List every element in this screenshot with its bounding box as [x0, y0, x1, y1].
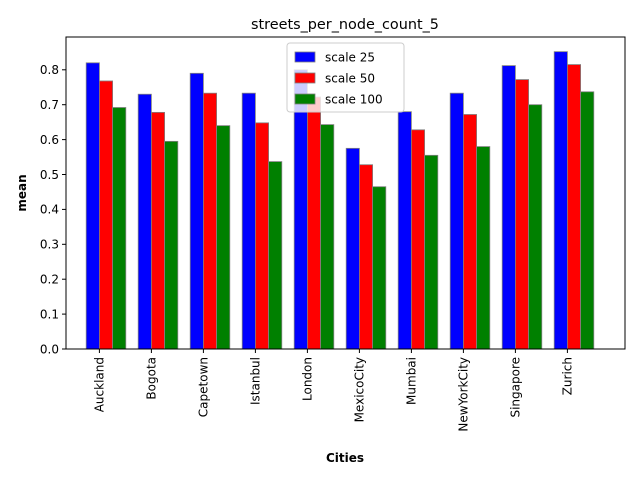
legend-label-scale-100: scale 100	[325, 93, 383, 107]
bar-mumbai-scale-100	[424, 154, 439, 350]
bar-newyorkcity-scale-100	[476, 146, 491, 350]
bar-mexicocity-scale-50	[358, 164, 373, 350]
bar-mumbai-scale-25	[397, 111, 412, 350]
plot-frame	[65, 36, 626, 350]
y-tick-label: 0.6	[40, 133, 59, 147]
bar-newyorkcity-scale-50	[462, 114, 477, 350]
y-tick-label: 0.0	[40, 342, 59, 356]
x-tick-label-istanbul: Istanbul	[249, 357, 263, 405]
bar-capetown-scale-100	[216, 125, 231, 350]
x-tick-label-zurich: Zurich	[561, 357, 575, 395]
bar-london-scale-50	[306, 96, 321, 350]
bar-newyorkcity-scale-25	[449, 92, 464, 350]
y-tick-label: 0.3	[40, 238, 59, 252]
bar-london-scale-100	[320, 124, 335, 350]
bar-capetown-scale-50	[202, 92, 217, 350]
y-tick-label: 0.5	[40, 168, 59, 182]
x-tick-label-mumbai: Mumbai	[405, 357, 419, 405]
bar-auckland-scale-25	[85, 62, 100, 350]
y-tick-label: 0.7	[40, 98, 59, 112]
legend-box	[286, 42, 405, 113]
y-tick-label: 0.1	[40, 307, 59, 321]
y-tick-label: 0.4	[40, 203, 59, 217]
legend-swatch-scale-100	[294, 93, 316, 105]
legend-label-scale-25: scale 25	[325, 51, 375, 65]
bar-auckland-scale-50	[99, 80, 114, 350]
legend: scale 25 scale 50 scale 100	[286, 42, 405, 113]
y-tick-label: 0.2	[40, 273, 59, 287]
bar-mexicocity-scale-100	[372, 186, 387, 350]
legend-swatch-scale-25	[294, 51, 316, 63]
bar-bogota-scale-25	[137, 93, 152, 350]
bar-mumbai-scale-50	[410, 129, 425, 350]
x-axis: Auckland Bogota Capetown Istanbul London Mexi…	[93, 349, 575, 432]
x-tick-label-london: London	[301, 357, 315, 401]
x-tick-label-singapore: Singapore	[509, 357, 523, 418]
legend-swatch-scale-50	[294, 72, 316, 84]
bar-mexicocity-scale-25	[345, 147, 360, 350]
y-axis-label: mean	[15, 174, 29, 211]
bar-singapore-scale-50	[515, 79, 530, 350]
x-tick-label-newyorkcity: NewYorkCity	[457, 357, 471, 432]
x-axis-label: Cities	[326, 451, 364, 465]
bar-zurich-scale-25	[553, 51, 568, 350]
legend-label-scale-50: scale 50	[325, 72, 375, 86]
chart-title: streets_per_node_count_5	[251, 17, 439, 33]
x-tick-label-capetown: Capetown	[197, 357, 211, 417]
x-tick-label-mexicocity: MexicoCity	[353, 357, 367, 422]
x-tick-label-auckland: Auckland	[93, 357, 107, 412]
bar-auckland-scale-100	[112, 107, 127, 350]
bar-bogota-scale-100	[164, 140, 179, 350]
bar-zurich-scale-50	[567, 64, 582, 350]
bar-singapore-scale-25	[501, 65, 516, 350]
bar-singapore-scale-100	[528, 104, 543, 350]
bar-istanbul-scale-25	[241, 92, 256, 350]
bar-bogota-scale-50	[150, 111, 165, 350]
y-tick-label: 0.8	[40, 63, 59, 77]
y-axis: 0.0 0.1 0.2 0.3 0.4 0.5 0.6 0.7 0.8	[40, 63, 66, 356]
x-tick-label-bogota: Bogota	[145, 357, 159, 400]
bar-istanbul-scale-50	[254, 122, 269, 350]
bar-zurich-scale-100	[580, 91, 595, 350]
bars-group	[85, 51, 595, 350]
bar-istanbul-scale-100	[268, 161, 283, 350]
bar-capetown-scale-25	[189, 72, 204, 350]
